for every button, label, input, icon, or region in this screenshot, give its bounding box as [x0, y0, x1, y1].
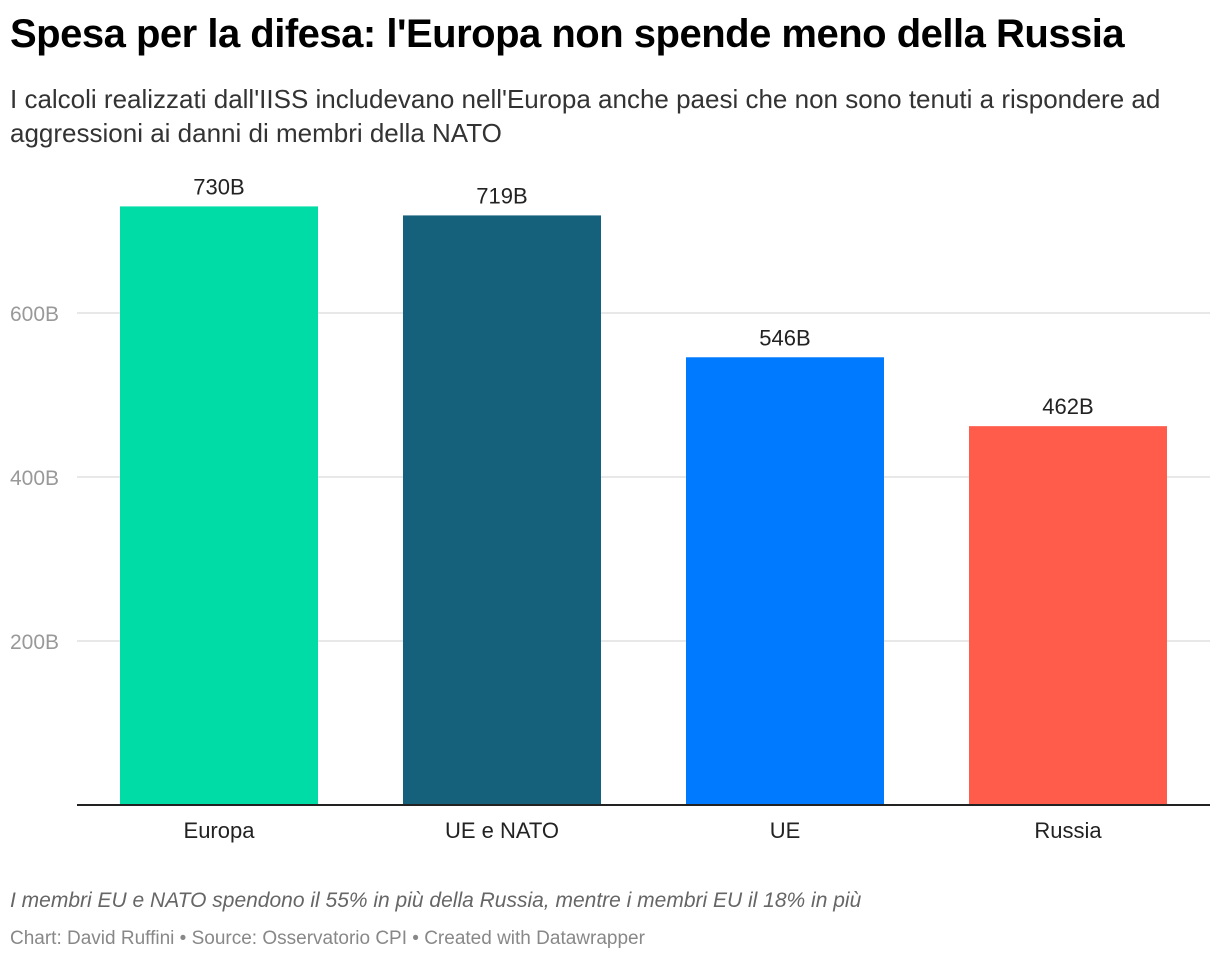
bar-europa [120, 206, 318, 805]
x-tick-label: Europa [184, 818, 256, 843]
bar-value-label: 730B [193, 174, 244, 199]
y-tick-label: 600B [10, 303, 59, 326]
y-tick-label: 400B [10, 467, 59, 490]
x-tick-label: Russia [1034, 818, 1102, 843]
chart-subtitle: I calcoli realizzati dall'IISS includeva… [10, 84, 1161, 148]
value-labels: 730B 719B 546B 462B [193, 174, 1093, 419]
bars [120, 206, 1167, 806]
x-tick-label: UE [770, 818, 801, 843]
chart-title: Spesa per la difesa: l'Europa non spende… [10, 12, 1125, 56]
bar-value-label: 719B [476, 183, 527, 208]
chart-footer: Chart: David Ruffini • Source: Osservato… [10, 928, 645, 949]
bar-value-label: 546B [759, 325, 810, 350]
bar-value-label: 462B [1042, 394, 1093, 419]
bar-ue [686, 357, 884, 805]
bar-chart: 200B 400B 600B 730B 719B 546B 462B Europa UE e… [10, 174, 1210, 843]
x-tick-label: UE e NATO [445, 818, 559, 843]
chart-notes: I membri EU e NATO spendono il 55% in pi… [10, 889, 862, 912]
y-tick-label: 200B [10, 631, 59, 654]
bar-russia [969, 426, 1167, 805]
bar-ue-e-nato [403, 215, 601, 806]
x-axis: Europa UE e NATO UE Russia [77, 804, 1210, 843]
